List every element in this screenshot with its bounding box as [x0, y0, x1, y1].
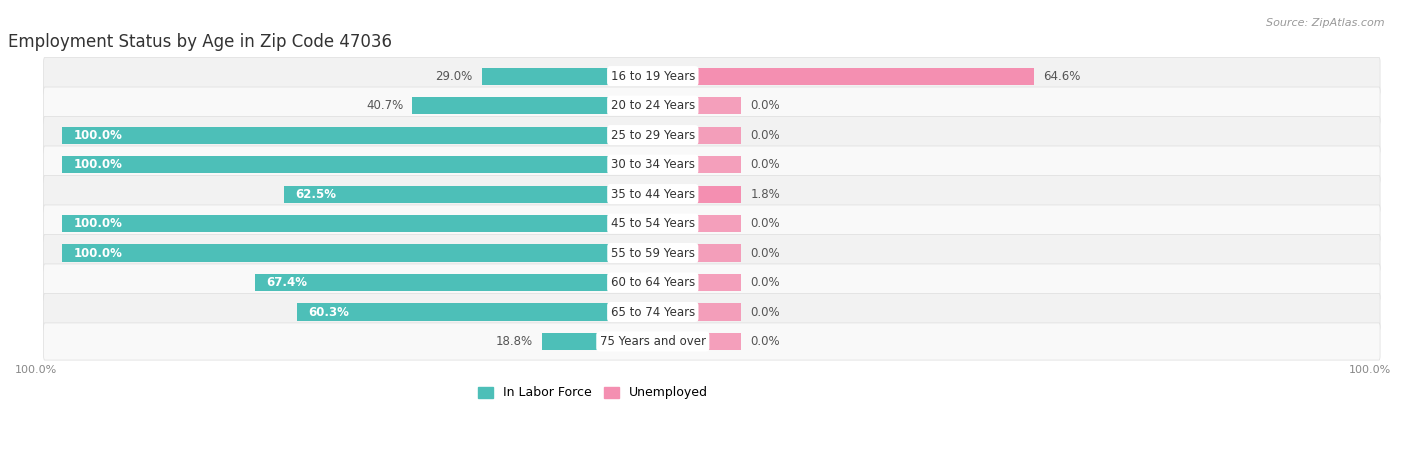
Text: 0.0%: 0.0%: [751, 276, 780, 289]
Bar: [62, 156, 652, 173]
FancyBboxPatch shape: [44, 87, 1381, 124]
FancyBboxPatch shape: [44, 264, 1381, 301]
Bar: [412, 97, 652, 114]
Text: 29.0%: 29.0%: [436, 69, 472, 83]
Text: 30 to 34 Years: 30 to 34 Years: [610, 158, 695, 171]
Bar: [652, 215, 741, 232]
Bar: [62, 215, 652, 232]
Bar: [652, 304, 741, 321]
Text: 100.0%: 100.0%: [75, 217, 122, 230]
Text: 25 to 29 Years: 25 to 29 Years: [610, 129, 695, 142]
Text: 16 to 19 Years: 16 to 19 Years: [610, 69, 695, 83]
Text: 60 to 64 Years: 60 to 64 Years: [610, 276, 695, 289]
Text: 45 to 54 Years: 45 to 54 Years: [610, 217, 695, 230]
Bar: [62, 244, 652, 262]
Bar: [284, 185, 652, 202]
Bar: [297, 304, 652, 321]
Bar: [652, 244, 741, 262]
Text: 100.0%: 100.0%: [75, 158, 122, 171]
Text: 35 to 44 Years: 35 to 44 Years: [610, 188, 695, 201]
FancyBboxPatch shape: [44, 58, 1381, 95]
Bar: [254, 274, 652, 291]
FancyBboxPatch shape: [44, 116, 1381, 154]
Bar: [481, 68, 652, 85]
FancyBboxPatch shape: [44, 175, 1381, 212]
Bar: [652, 274, 741, 291]
Text: 75 Years and over: 75 Years and over: [600, 335, 706, 348]
Bar: [652, 156, 741, 173]
Text: 40.7%: 40.7%: [367, 99, 404, 112]
Text: Source: ZipAtlas.com: Source: ZipAtlas.com: [1267, 18, 1385, 28]
Bar: [652, 127, 741, 143]
Legend: In Labor Force, Unemployed: In Labor Force, Unemployed: [472, 382, 713, 405]
FancyBboxPatch shape: [44, 294, 1381, 331]
Bar: [652, 333, 741, 350]
Bar: [541, 333, 652, 350]
Text: 65 to 74 Years: 65 to 74 Years: [610, 305, 695, 318]
Text: 100.0%: 100.0%: [15, 364, 58, 374]
Text: 60.3%: 60.3%: [308, 305, 349, 318]
Text: 0.0%: 0.0%: [751, 158, 780, 171]
Text: Employment Status by Age in Zip Code 47036: Employment Status by Age in Zip Code 470…: [8, 33, 392, 51]
Text: 100.0%: 100.0%: [1348, 364, 1391, 374]
Bar: [652, 185, 741, 202]
Text: 18.8%: 18.8%: [496, 335, 533, 348]
Text: 67.4%: 67.4%: [267, 276, 308, 289]
Text: 62.5%: 62.5%: [295, 188, 336, 201]
Text: 55 to 59 Years: 55 to 59 Years: [610, 247, 695, 259]
Bar: [652, 68, 1035, 85]
Text: 100.0%: 100.0%: [75, 129, 122, 142]
Text: 0.0%: 0.0%: [751, 335, 780, 348]
Text: 100.0%: 100.0%: [75, 247, 122, 259]
Text: 0.0%: 0.0%: [751, 129, 780, 142]
Bar: [652, 97, 741, 114]
Text: 1.8%: 1.8%: [751, 188, 780, 201]
Bar: [62, 127, 652, 143]
Text: 0.0%: 0.0%: [751, 305, 780, 318]
FancyBboxPatch shape: [44, 323, 1381, 360]
Text: 0.0%: 0.0%: [751, 217, 780, 230]
FancyBboxPatch shape: [44, 235, 1381, 272]
Text: 0.0%: 0.0%: [751, 247, 780, 259]
Text: 20 to 24 Years: 20 to 24 Years: [610, 99, 695, 112]
Text: 64.6%: 64.6%: [1043, 69, 1081, 83]
Text: 0.0%: 0.0%: [751, 99, 780, 112]
FancyBboxPatch shape: [44, 205, 1381, 242]
FancyBboxPatch shape: [44, 146, 1381, 183]
